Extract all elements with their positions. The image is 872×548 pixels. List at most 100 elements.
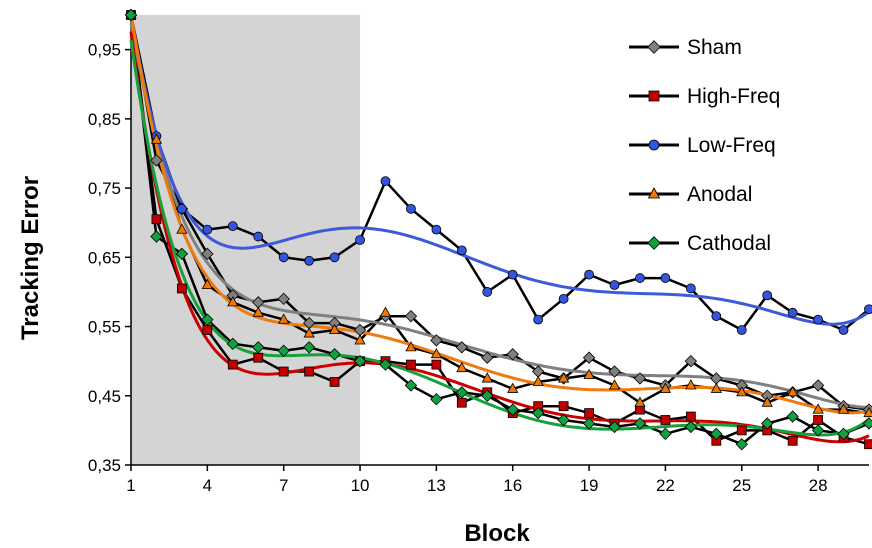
point-low-freq [253, 231, 264, 242]
point-high-freq [176, 283, 187, 294]
point-cathodal [124, 8, 138, 22]
x-tick-label: 1 [126, 476, 135, 495]
x-tick-label: 16 [503, 476, 522, 495]
point-cathodal [659, 427, 672, 441]
point-cathodal [557, 413, 570, 427]
legend-label-anodal: Anodal [687, 183, 752, 206]
point-cathodal [404, 379, 418, 392]
point-cathodal [328, 348, 341, 361]
y-tick-label: 0,55 [88, 318, 121, 337]
point-cathodal [735, 438, 748, 451]
point-cathodal [430, 393, 443, 406]
point-anodal [557, 372, 570, 383]
point-cathodal [862, 417, 872, 430]
point-anodal [837, 403, 850, 414]
point-sham [811, 379, 825, 392]
point-high-freq [278, 366, 289, 377]
point-low-freq [533, 314, 544, 325]
x-tick-label: 7 [279, 476, 288, 495]
point-high-freq [406, 359, 416, 370]
point-low-freq [864, 304, 872, 315]
legend-label-cathodal: Cathodal [687, 232, 771, 255]
legend-marker-low-freq [648, 139, 660, 151]
x-axis-title: Block [464, 520, 530, 547]
y-tick-label: 0,95 [88, 41, 121, 60]
point-low-freq [787, 307, 798, 318]
point-sham [633, 372, 647, 385]
x-tick-labels: 1 4 7 10 13 16 19 22 25 28 [126, 476, 827, 495]
point-high-freq [431, 359, 442, 370]
point-low-freq [202, 224, 213, 235]
point-high-freq [736, 425, 747, 436]
legend-marker-cathodal [647, 236, 661, 250]
point-sham [582, 351, 596, 364]
point-sham [684, 354, 698, 368]
point-anodal [736, 386, 748, 397]
point-anodal [583, 368, 595, 380]
x-tick-label: 13 [427, 476, 446, 495]
point-sham [277, 292, 290, 306]
point-low-freq [304, 255, 315, 266]
point-cathodal [531, 406, 545, 420]
x-tick-label: 19 [580, 476, 599, 495]
point-sham [150, 154, 163, 167]
x-tick-label: 22 [656, 476, 675, 495]
y-tick-label: 0,65 [88, 248, 121, 267]
legend: Sham High-Freq Low-Freq Anodal Cathodal [629, 36, 780, 255]
point-anodal [710, 382, 722, 393]
x-tick-marks [130, 465, 819, 471]
point-anodal [481, 372, 493, 383]
point-low-freq [635, 273, 645, 283]
point-low-freq [507, 269, 518, 280]
point-anodal [507, 382, 519, 393]
point-cathodal [175, 247, 189, 261]
trend-line-low-freq [129, 14, 870, 326]
point-sham [404, 309, 418, 323]
y-axis-title: Tracking Error [17, 176, 44, 340]
point-anodal [278, 313, 290, 324]
point-low-freq [431, 224, 442, 235]
point-cathodal [506, 403, 519, 416]
point-cathodal [201, 313, 214, 326]
point-high-freq [253, 352, 264, 363]
y-tick-label: 0,75 [88, 179, 121, 198]
x-tick-label: 10 [351, 476, 370, 495]
point-anodal [685, 379, 697, 390]
point-high-freq [304, 366, 315, 377]
point-anodal [354, 334, 366, 345]
x-tick-label: 4 [203, 476, 212, 495]
point-anodal [379, 306, 392, 317]
point-cathodal [837, 427, 850, 441]
point-high-freq [558, 401, 569, 412]
point-low-freq [838, 325, 849, 335]
point-low-freq [227, 221, 238, 232]
point-anodal [634, 396, 646, 407]
point-low-freq [278, 252, 289, 263]
point-high-freq [864, 439, 872, 450]
point-high-freq [329, 377, 340, 387]
point-low-freq [813, 314, 824, 325]
point-cathodal [252, 341, 265, 354]
point-cathodal [455, 386, 469, 399]
point-cathodal [150, 230, 163, 243]
point-anodal [227, 296, 239, 307]
point-anodal [532, 375, 544, 386]
point-anodal [608, 379, 621, 390]
point-anodal [659, 382, 672, 393]
point-high-freq [813, 415, 824, 425]
point-high-freq [685, 411, 696, 422]
point-anodal [456, 361, 468, 373]
point-low-freq [482, 287, 493, 297]
point-low-freq [736, 325, 747, 335]
point-cathodal [353, 354, 367, 368]
point-cathodal [302, 341, 316, 354]
y-tick-label: 0,85 [88, 110, 121, 129]
point-anodal [201, 278, 213, 290]
point-anodal [150, 133, 163, 144]
point-cathodal [379, 358, 392, 371]
point-cathodal [684, 420, 698, 434]
point-cathodal [582, 417, 596, 430]
point-anodal [303, 327, 315, 338]
point-sham [455, 341, 469, 354]
